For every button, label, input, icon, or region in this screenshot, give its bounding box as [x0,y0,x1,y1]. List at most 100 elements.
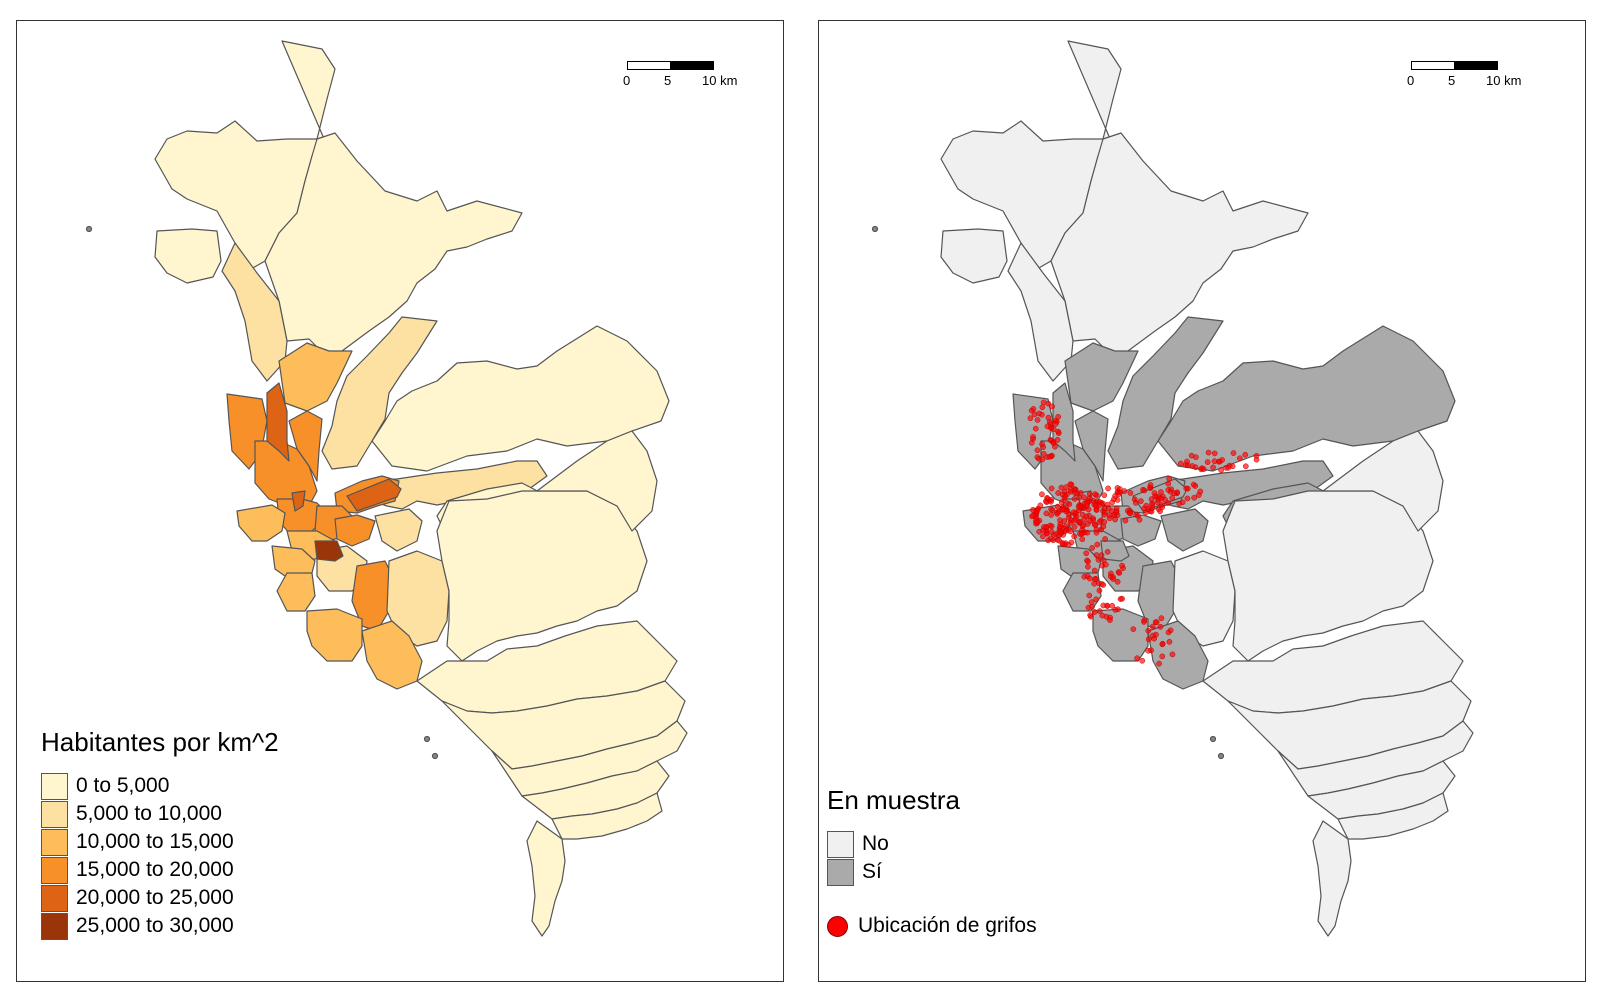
grifo-point [1074,490,1081,497]
grifo-point [1158,502,1165,508]
grifo-point [1176,500,1183,507]
grifo-point [1059,540,1066,546]
grifo-point [1081,516,1087,523]
grifo-point [1040,399,1047,406]
grifo-point [1152,493,1158,500]
district-sta-anita [346,478,402,512]
grifo-point [1039,456,1046,463]
grifo-point [1085,506,1092,513]
grifo-point [1048,498,1054,505]
legend-swatch [41,912,68,940]
district-puentepiedra [221,242,288,382]
district-lamolina-n [1160,508,1209,552]
grifo-point [1099,612,1106,619]
grifo-point [1046,453,1053,460]
grifo-point [1183,485,1190,492]
scale-tick-0: 0 [623,73,631,88]
density-legend: Habitantes por km^2 0 to 5,000 5,000 to … [41,727,279,940]
grifo-point [1086,575,1093,582]
district-sjl-dark [314,540,344,562]
grifo-point [1048,485,1055,492]
district-sjm-core [1120,514,1162,547]
grifo-point [1109,602,1116,609]
district-puentepiedra [1007,242,1074,382]
grifo-point [1190,481,1197,488]
grifo-point [1138,498,1144,504]
grifo-point [1102,536,1108,542]
grifo-point [1230,450,1237,456]
grifo-point [1193,454,1199,461]
grifo-point [1196,492,1202,498]
district-santa-maria [551,792,663,840]
district-comas [278,342,353,412]
grifo-point [1104,602,1111,609]
grifo-point [1139,657,1146,664]
scale-bar-white [1411,61,1455,70]
grifo-point [1057,517,1063,524]
grifo-point [1096,608,1103,614]
district-callao [236,504,286,542]
district-sjm-core [334,514,376,547]
grifo-point [1091,567,1098,574]
district-comas [1064,342,1139,412]
grifo-point [1054,511,1061,517]
grifo-point [1030,512,1036,519]
grifo-point [1204,459,1211,465]
grifo-point [1068,539,1075,546]
grifo-point [1086,592,1093,599]
grifo-point [1169,495,1175,501]
grifo-point [1105,485,1111,492]
grifo-point [1060,506,1066,513]
grifo-point [1149,623,1156,630]
district-lamolina-n [374,508,423,552]
grifo-point [1044,495,1050,501]
grifo-point [1071,533,1078,540]
grifo-point [1095,556,1102,563]
grifo-point [1159,641,1166,648]
legend-label: 5,000 to 10,000 [76,802,222,825]
grifo-point [1062,492,1069,499]
grifo-point [1035,505,1041,512]
grifo-point [1145,506,1152,513]
grifo-point [1110,574,1116,580]
grifo-point [1050,426,1057,433]
grifo-point [1058,484,1065,491]
scale-tick-10: 10 km [702,73,738,88]
legend-swatch [41,856,68,884]
legend-swatch [41,772,68,800]
district-rimac [1074,410,1109,482]
grifo-point [1150,632,1156,639]
grifo-point [1177,460,1184,467]
legend-swatch [827,830,854,858]
grifo-point [1127,490,1134,496]
sample-map-panel: 0 5 10 km En muestra No Sí Ubicación de … [818,20,1586,982]
grifo-point [1078,530,1085,537]
grifo-point [1115,491,1122,498]
legend-label: 15,000 to 20,000 [76,858,234,881]
grifo-point [1145,636,1152,643]
legend-item: 20,000 to 25,000 [41,884,279,912]
grifo-point [1191,494,1198,501]
grifo-point [1085,558,1091,565]
legend-title: En muestra [827,785,960,815]
grifo-point [1159,653,1166,660]
grifo-point [1156,660,1162,667]
grifo-point [1158,615,1165,622]
grifo-point [1087,612,1093,618]
grifo-point [1096,587,1103,594]
legend-swatch [827,858,854,886]
point-legend-label: Ubicación de grifos [858,914,1037,937]
grifo-point [1114,578,1121,585]
island [1217,752,1225,760]
district-vmt [1137,560,1182,632]
grifo-point [1039,441,1045,448]
grifo-point [1079,536,1086,543]
district-sjl [1107,316,1224,470]
grifo-point [1166,475,1173,482]
grifo-point [1048,528,1055,535]
legend-label: 20,000 to 25,000 [76,886,234,909]
district-rimac [288,410,323,482]
grifo-point [1136,516,1143,523]
grifo-point [1200,466,1207,473]
grifo-point [1119,562,1125,569]
